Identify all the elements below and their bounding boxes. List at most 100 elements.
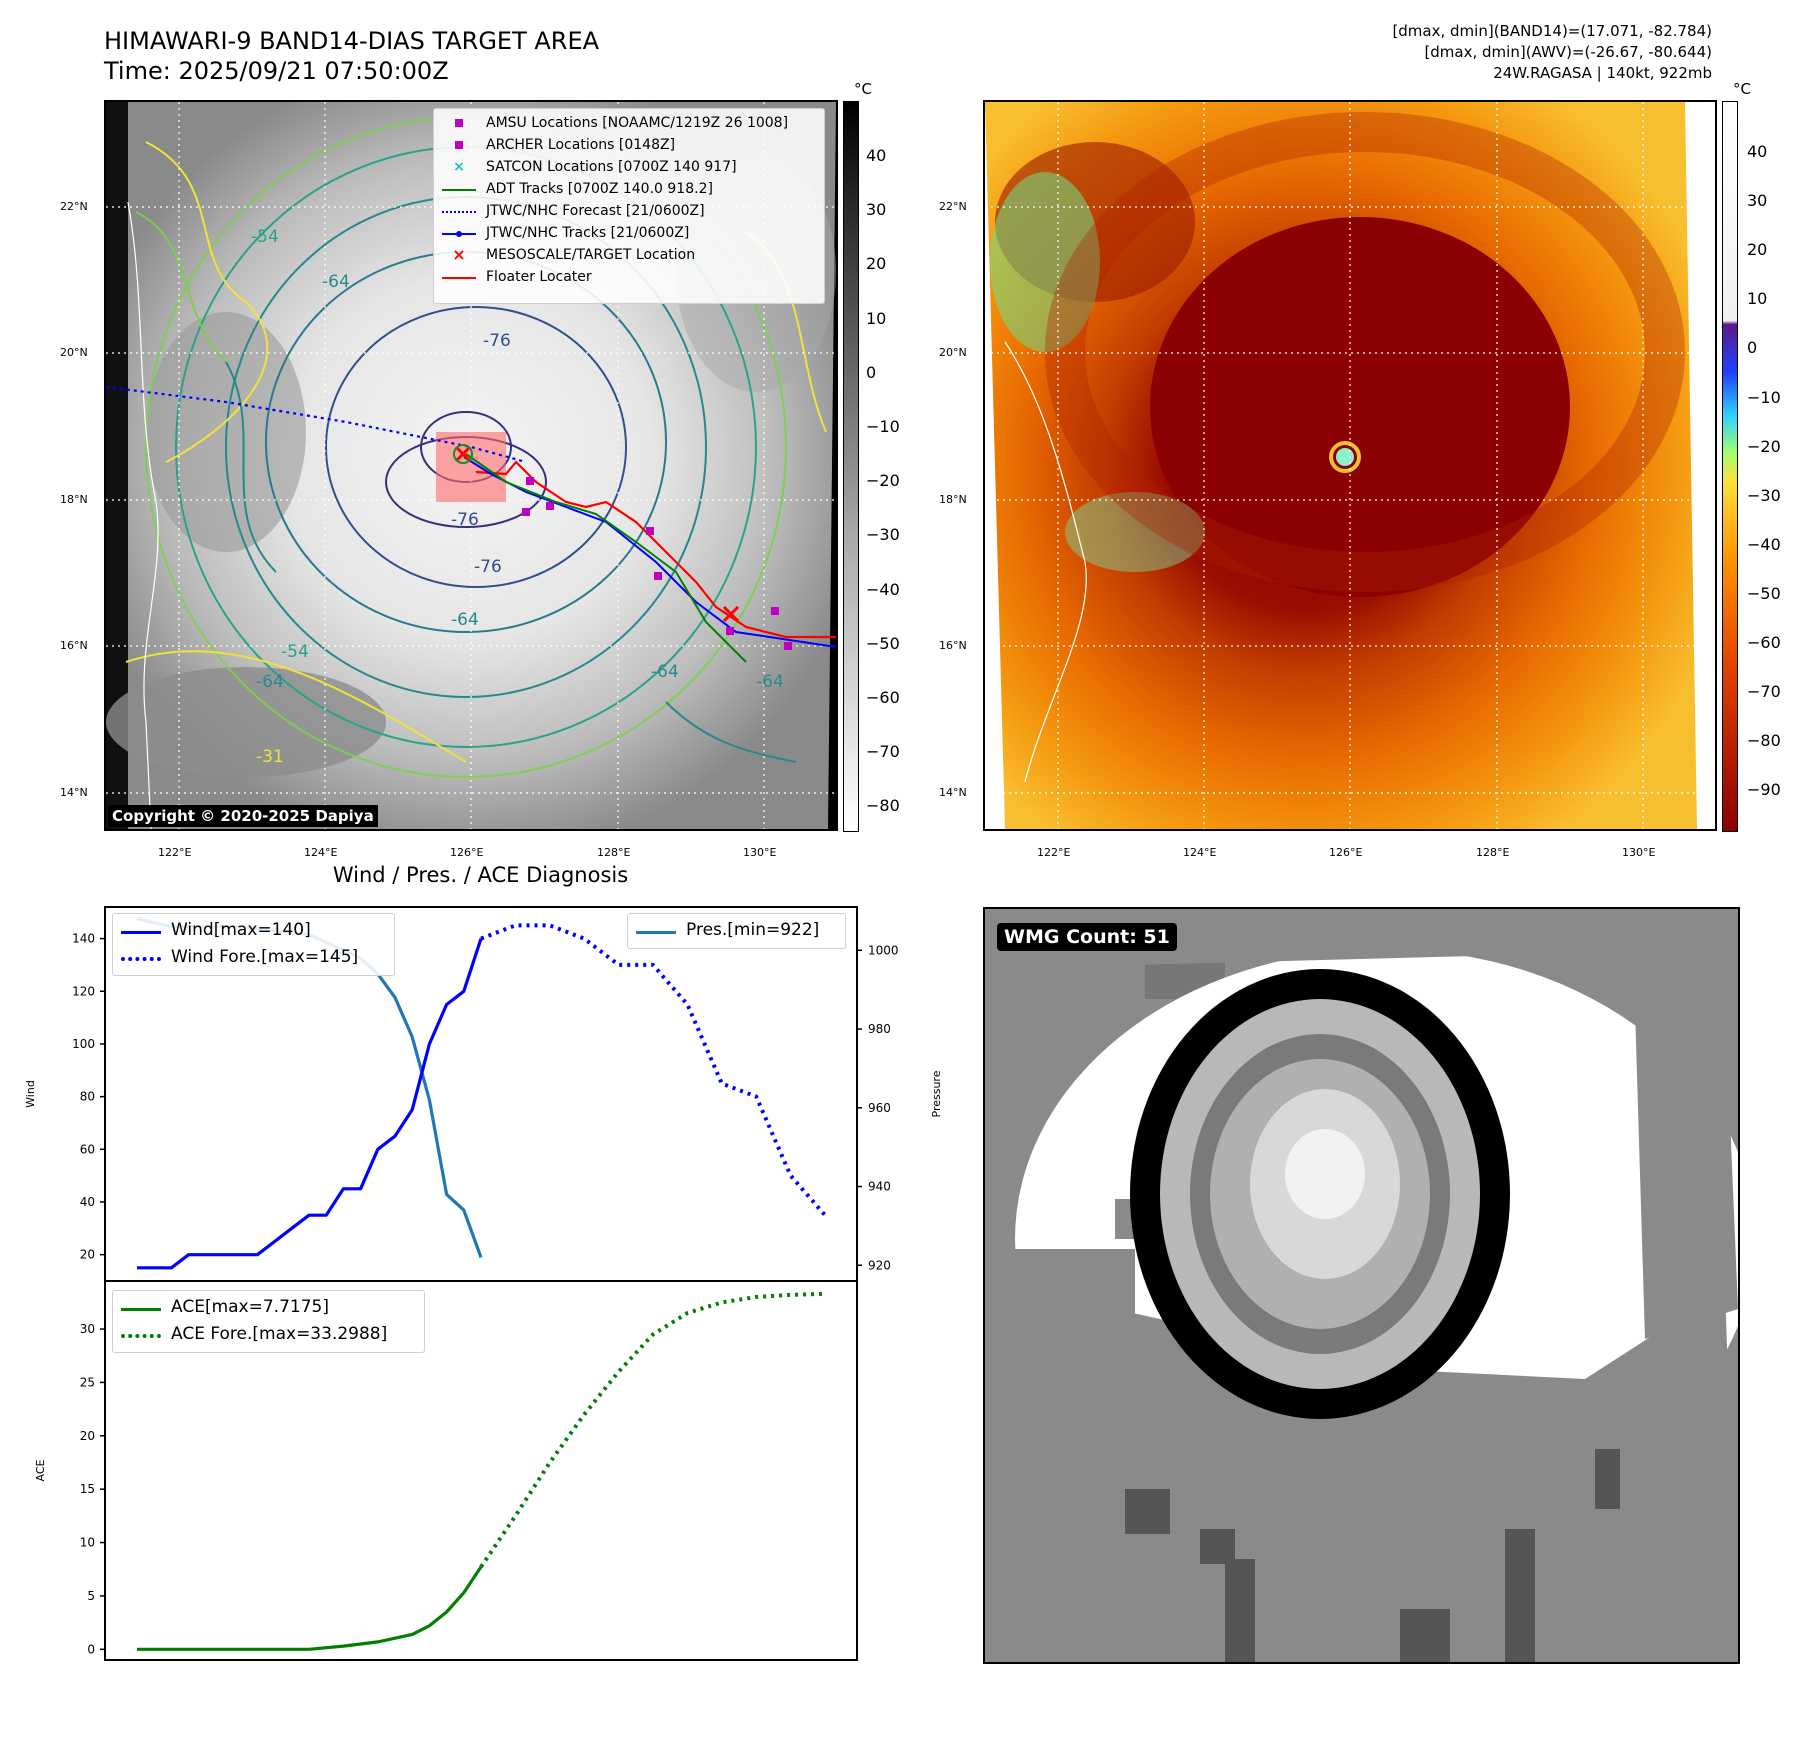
wind-line [137, 938, 483, 1270]
legend-mesoscale: × MESOSCALE/TARGET Location [452, 245, 696, 264]
contour-label: -64 [651, 662, 679, 682]
ace-legend: ACE[max=7.7175] ACE Fore.[max=33.2988] [112, 1290, 425, 1353]
awv-map-image [985, 102, 1715, 829]
colorbar-tick-label: −70 [1747, 682, 1781, 702]
legend-satcon: × SATCON Locations [0700Z 140 917] [453, 159, 737, 175]
lat-label: 18°N [939, 493, 967, 506]
colorbar-tick-label: 10 [1747, 289, 1768, 309]
wmg-panel: WMG Count: 51 [983, 907, 1740, 1664]
lon-label: 130°E [743, 846, 777, 859]
info-band14: [dmax, dmin](BAND14)=(17.071, -82.784) [1392, 22, 1712, 40]
ace-ytick-label: 25 [80, 1375, 95, 1389]
colorbar-tick-label: −10 [866, 417, 900, 436]
legend-jtwc-forecast: JTWC/NHC Forecast [21/0600Z] [442, 200, 816, 222]
ace-ytick-label: 20 [80, 1429, 95, 1443]
lon-label: 124°E [1183, 846, 1217, 859]
pres-ytick-label: 980 [868, 1022, 891, 1036]
contour-label: -64 [756, 672, 784, 692]
contour-label: -76 [474, 557, 502, 577]
contour-label: -76 [451, 510, 479, 530]
pres-ytick-label: 960 [868, 1101, 891, 1115]
colorbar-tick-label: −20 [1747, 436, 1781, 456]
lat-label: 16°N [60, 639, 88, 652]
pres-legend: Pres.[min=922] [627, 913, 846, 949]
colorbar-tick-label: −80 [866, 796, 900, 816]
contour-label: -54 [251, 227, 279, 247]
chart-title: HIMAWARI-9 BAND14-DIAS TARGET AREA [104, 27, 600, 55]
lon-label: 126°E [450, 846, 484, 859]
wind-legend: Wind[max=140] Wind Fore.[max=145] [112, 913, 395, 976]
lon-label: 126°E [1329, 846, 1363, 859]
ace-ytick-label: 5 [87, 1589, 95, 1603]
wmg-count-badge: WMG Count: 51 [997, 923, 1177, 951]
colorbar-tick-label: 30 [1747, 191, 1768, 211]
pres-axis-label: Pressure [930, 1070, 943, 1117]
diag-title: Wind / Pres. / ACE Diagnosis [332, 863, 629, 887]
contour-label: -54 [281, 642, 309, 662]
wind-ytick-label: 60 [80, 1142, 95, 1156]
colorbar-tick-label: −30 [866, 525, 900, 545]
chart-time: Time: 2025/09/21 07:50:00Z [104, 57, 449, 85]
legend-wind: Wind[max=140] [171, 920, 311, 940]
colorbar-tick-label: −70 [866, 742, 900, 762]
lon-label: 124°E [304, 846, 338, 859]
lat-label: 14°N [939, 786, 967, 799]
legend-pres: Pres.[min=922] [686, 920, 820, 940]
colorbar-tick-label: 20 [1747, 240, 1768, 260]
info-awv: [dmax, dmin](AWV)=(-26.67, -80.644) [1424, 43, 1712, 61]
wind-ytick-label: 20 [80, 1248, 95, 1262]
wmg-image [985, 909, 1738, 1662]
ace-axis-label: ACE [34, 1459, 47, 1481]
ir-map-panel: -76 -76 -76 -64 -64 -64 -64 -54 -54 -31 … [104, 100, 838, 831]
colorbar-tick-label: −60 [866, 688, 900, 707]
ace-ytick-label: 15 [80, 1482, 95, 1496]
wind-ytick-label: 40 [80, 1195, 95, 1209]
lon-label: 130°E [1622, 846, 1656, 859]
wind-axis-label: Wind [24, 1080, 37, 1108]
awv-colorbar [1722, 101, 1738, 832]
legend-wind-fore: Wind Fore.[max=145] [171, 947, 359, 967]
legend-floater: Floater Locater [442, 266, 816, 288]
ace-axes-frame [104, 1280, 858, 1661]
colorbar-tick-label: −60 [1747, 633, 1781, 652]
lat-label: 22°N [939, 200, 967, 213]
lat-label: 14°N [60, 786, 88, 799]
ace-ytick-label: 30 [80, 1322, 95, 1336]
wind-ytick-label: 100 [72, 1037, 95, 1051]
colorbar-tick-label: −90 [1747, 780, 1781, 800]
contour-label: -76 [483, 331, 511, 351]
legend-adt: ADT Tracks [0700Z 140.0 918.2] [442, 178, 816, 200]
lon-label: 122°E [1037, 846, 1071, 859]
ir-colorbar-unit: °C [854, 80, 872, 98]
legend-archer: ARCHER Locations [0148Z] [442, 134, 816, 156]
legend-amsu: AMSU Locations [NOAAMC/1219Z 26 1008] [442, 112, 816, 134]
ace-ytick-label: 10 [80, 1536, 95, 1550]
pres-ytick-label: 920 [868, 1258, 891, 1272]
pres-ytick-label: 940 [868, 1180, 891, 1194]
ir-colorbar [843, 101, 859, 832]
colorbar-tick-label: −40 [866, 579, 900, 599]
colorbar-tick-label: −40 [1747, 534, 1781, 554]
legend-jtwc-tracks: JTWC/NHC Tracks [21/0600Z] [442, 222, 816, 244]
ace-forecast-line [479, 1291, 826, 1569]
lat-label: 18°N [60, 493, 88, 506]
colorbar-tick-label: 10 [866, 308, 887, 328]
lon-label: 122°E [158, 846, 192, 859]
contour-label: -31 [256, 747, 284, 767]
lat-label: 20°N [939, 346, 967, 359]
copyright-badge: Copyright © 2020-2025 Dapiya [108, 805, 378, 827]
ir-map-legend: AMSU Locations [NOAAMC/1219Z 26 1008] AR… [433, 108, 825, 304]
colorbar-tick-label: 0 [1747, 338, 1758, 358]
ace-ytick-label: 0 [87, 1642, 95, 1656]
wind-ytick-label: 80 [80, 1090, 95, 1104]
lon-label: 128°E [597, 846, 631, 859]
colorbar-tick-label: −10 [1747, 387, 1781, 407]
wind-ytick-label: 120 [72, 984, 95, 998]
contour-label: -64 [256, 672, 284, 692]
lat-label: 22°N [60, 200, 88, 213]
lat-label: 16°N [939, 639, 967, 652]
colorbar-tick-label: −50 [1747, 583, 1781, 603]
awv-map-panel [983, 100, 1717, 831]
colorbar-tick-label: 40 [866, 146, 887, 165]
awv-colorbar-unit: °C [1733, 80, 1751, 98]
